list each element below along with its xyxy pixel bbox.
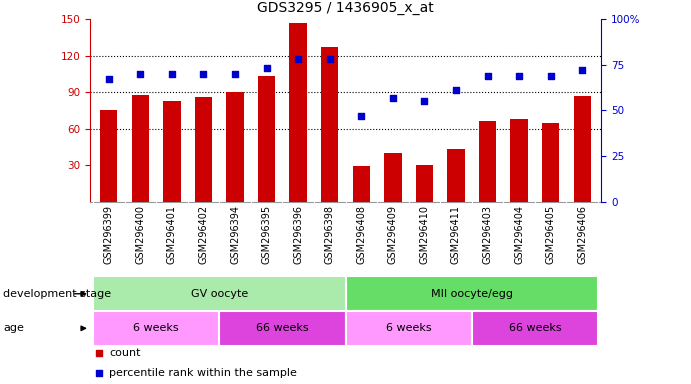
Point [135,71,146,77]
Point [229,71,240,77]
Point [292,56,303,63]
Text: GV oocyte: GV oocyte [191,289,248,299]
Text: GSM296396: GSM296396 [293,205,303,264]
Text: age: age [3,323,24,333]
Text: GSM296405: GSM296405 [546,205,556,265]
Text: GSM296410: GSM296410 [419,205,429,264]
Text: 66 weeks: 66 weeks [256,323,309,333]
Text: MII oocyte/egg: MII oocyte/egg [430,289,513,299]
Text: 6 weeks: 6 weeks [386,323,431,333]
Bar [511,119,528,202]
Text: count: count [109,348,141,358]
Text: 6 weeks: 6 weeks [133,323,179,333]
Text: GSM296402: GSM296402 [198,205,209,265]
Bar [352,166,370,202]
Bar [346,311,472,346]
Text: GSM296401: GSM296401 [167,205,177,264]
Point [93,369,104,376]
Point [451,87,462,93]
Text: GSM296399: GSM296399 [104,205,114,264]
Point [198,71,209,77]
Point [167,71,178,77]
Point [513,73,524,79]
Bar [447,149,464,202]
Bar [321,47,339,202]
Point [388,94,399,101]
Bar [195,97,212,202]
Bar [290,23,307,202]
Point [103,76,114,83]
Point [577,67,588,73]
Text: GSM296394: GSM296394 [230,205,240,264]
Text: GSM296411: GSM296411 [451,205,461,264]
Point [93,350,104,356]
Bar [479,121,496,202]
Bar [384,153,401,202]
Point [419,98,430,104]
Title: GDS3295 / 1436905_x_at: GDS3295 / 1436905_x_at [257,2,434,15]
Point [482,73,493,79]
Text: percentile rank within the sample: percentile rank within the sample [109,367,297,377]
Point [545,73,556,79]
Bar [93,276,346,311]
Bar [542,122,559,202]
Bar [132,94,149,202]
Text: GSM296395: GSM296395 [262,205,272,265]
Text: GSM296404: GSM296404 [514,205,524,264]
Bar [219,311,346,346]
Bar [258,76,275,202]
Bar [163,101,180,202]
Text: development stage: development stage [3,289,111,299]
Point [356,113,367,119]
Text: 66 weeks: 66 weeks [509,323,561,333]
Point [261,65,272,71]
Bar [227,92,244,202]
Text: GSM296400: GSM296400 [135,205,145,264]
Bar [574,96,591,202]
Text: GSM296403: GSM296403 [482,205,493,264]
Bar [346,276,598,311]
Text: GSM296408: GSM296408 [357,205,366,264]
Point [324,56,335,63]
Bar [93,311,219,346]
Text: GSM296398: GSM296398 [325,205,334,264]
Bar [100,111,117,202]
Text: GSM296409: GSM296409 [388,205,398,264]
Text: GSM296406: GSM296406 [577,205,587,264]
Bar [416,165,433,202]
Bar [472,311,598,346]
